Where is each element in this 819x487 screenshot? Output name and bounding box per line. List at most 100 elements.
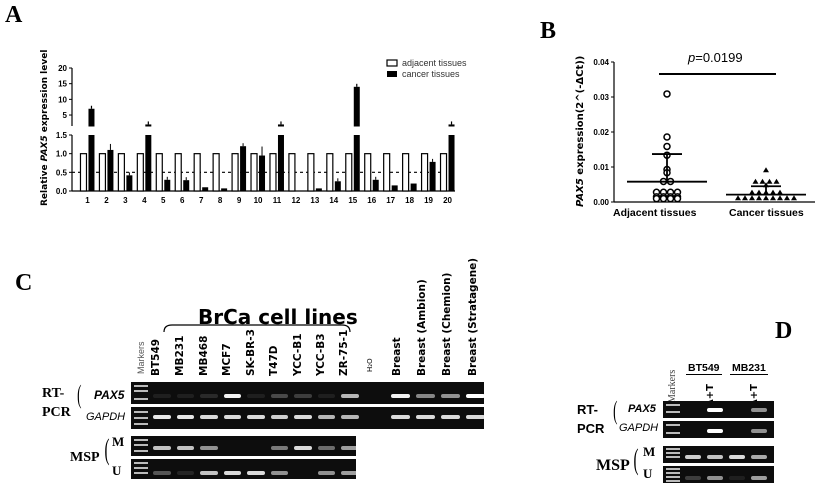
- gel-band: [707, 455, 723, 459]
- marker-band: [134, 385, 148, 387]
- gel-band: [270, 415, 288, 419]
- gel-band: [294, 394, 312, 398]
- gel-band: [416, 415, 435, 419]
- gel-band: [685, 476, 701, 480]
- svg-text:5: 5: [161, 196, 166, 205]
- gel-band: [294, 446, 312, 450]
- svg-text:cancer tissues: cancer tissues: [402, 69, 460, 79]
- marker-band: [666, 476, 680, 478]
- panel-c-lane-label: MB231: [174, 335, 186, 376]
- marker-band: [666, 468, 680, 470]
- panel-letter-a: A: [5, 2, 23, 28]
- panel-c-rt-brace: (: [77, 380, 82, 409]
- panel-c-lane-label: YCC-B3: [315, 333, 327, 376]
- svg-text:15: 15: [58, 80, 67, 89]
- marker-band: [666, 432, 680, 434]
- svg-text:14: 14: [329, 196, 338, 205]
- panel-d-gapdh-label: GAPDH: [619, 422, 659, 434]
- panel-c-lane-label: BT549: [150, 338, 162, 376]
- marker-band: [134, 411, 148, 413]
- panel-d-group-mb231: MB231: [730, 362, 768, 375]
- gel-band: [751, 408, 767, 412]
- panel-d-gapdh-gel: [663, 421, 774, 438]
- panel-d-msp-label: MSP: [596, 457, 630, 474]
- gel-band: [751, 429, 767, 433]
- marker-band: [134, 472, 148, 474]
- svg-text:6: 6: [180, 196, 185, 205]
- gel-band: [466, 415, 485, 419]
- panel-c-gapdh-gel: [131, 407, 485, 429]
- svg-text:1: 1: [85, 196, 90, 205]
- gel-band: [200, 415, 218, 419]
- panel-b-x-label-adjacent: Adjacent tissues: [613, 207, 697, 219]
- panel-d-m-label: M: [643, 444, 656, 459]
- panel-d-pax5-gel: [663, 401, 774, 418]
- gel-band: [685, 455, 701, 459]
- svg-text:11: 11: [273, 196, 282, 205]
- panel-c-lane-label: Breast (Ambion): [416, 279, 428, 376]
- svg-text:0.03: 0.03: [593, 93, 609, 102]
- gel-band: [341, 415, 359, 419]
- gel-band: [751, 476, 767, 480]
- svg-text:2: 2: [104, 196, 109, 205]
- panel-c-lane-label: Breast (Chemion): [441, 272, 453, 376]
- marker-band: [666, 480, 680, 482]
- gel-band: [341, 446, 359, 450]
- panel-c-rt-label-1: RT-: [42, 386, 65, 401]
- gel-band: [707, 408, 723, 412]
- gel-band: [391, 415, 410, 419]
- gel-band: [416, 394, 435, 398]
- gel-band: [176, 471, 194, 475]
- gel-band: [729, 455, 745, 459]
- panel-d-u-label: U: [643, 466, 653, 481]
- panel-d-msp-brace: (: [633, 443, 639, 476]
- panel-d-rt-brace: (: [613, 396, 618, 425]
- panel-letter-c: C: [15, 270, 33, 296]
- gel-band: [176, 446, 194, 450]
- panel-d-u-gel: [663, 466, 774, 483]
- panel-d-rt-label-2: PCR: [577, 421, 605, 436]
- gel-band: [441, 415, 460, 419]
- panel-c-gapdh-label: GAPDH: [86, 411, 126, 423]
- gel-band: [223, 415, 241, 419]
- marker-band: [134, 444, 148, 446]
- svg-text:20: 20: [58, 64, 67, 73]
- panel-c-pax5-label: PAX5: [94, 388, 125, 402]
- panel-c-lane-label: MCF7: [221, 343, 233, 376]
- panel-c-m-label: M: [112, 434, 125, 449]
- marker-band: [134, 450, 148, 452]
- marker-band: [134, 439, 148, 441]
- panel-c-lane-label: SK-BR-3: [245, 329, 257, 376]
- panel-c-msp-label: MSP: [70, 450, 100, 465]
- svg-text:10: 10: [254, 196, 263, 205]
- gel-band: [441, 394, 460, 398]
- panel-d-rt-label-1: RT-: [577, 402, 598, 417]
- panel-c-lane-label: ZR-75-1: [338, 329, 350, 376]
- gel-band: [153, 446, 171, 450]
- gel-band: [341, 394, 359, 398]
- panel-c-m-gel: [131, 436, 359, 456]
- gel-band: [153, 394, 171, 398]
- svg-text:4: 4: [142, 196, 147, 205]
- svg-text:0.01: 0.01: [593, 163, 609, 172]
- gel-band: [223, 471, 241, 475]
- gel-band: [247, 415, 265, 419]
- svg-text:3: 3: [123, 196, 128, 205]
- panel-c-lane-label: Breast: [391, 337, 403, 376]
- gel-band: [200, 446, 218, 450]
- marker-band: [666, 452, 680, 454]
- marker-band: [666, 404, 680, 406]
- panel-c-u-gel: [131, 459, 359, 479]
- panel-c-lane-label: H₂O: [366, 358, 374, 372]
- svg-text:9: 9: [237, 196, 242, 205]
- gel-band: [317, 415, 335, 419]
- panel-c-lane-label: T47D: [268, 345, 280, 377]
- panel-d-pax5-label: PAX5: [628, 403, 656, 415]
- svg-text:10: 10: [58, 95, 67, 104]
- marker-band: [134, 467, 148, 469]
- marker-band: [134, 417, 148, 419]
- panel-b-p-value: p=0.0199: [688, 50, 743, 65]
- gel-band: [176, 394, 194, 398]
- gel-band: [270, 471, 288, 475]
